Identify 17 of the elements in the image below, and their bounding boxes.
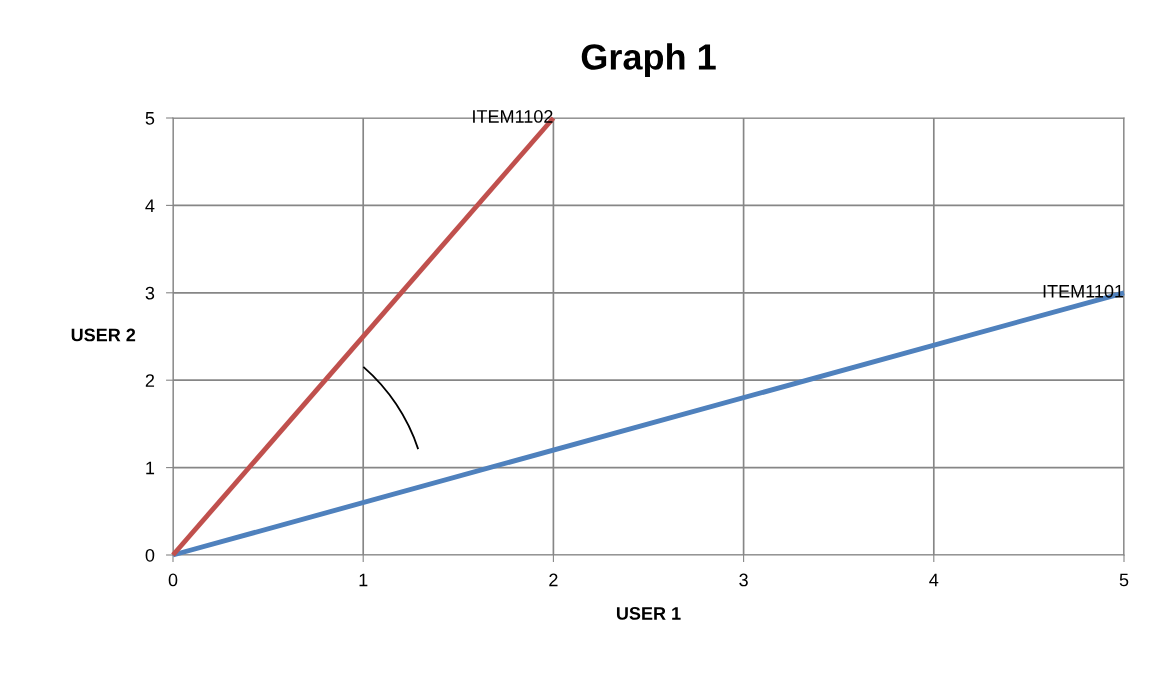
- series-label: ITEM1101: [1043, 284, 1124, 298]
- y-axis-title: USER 2: [71, 328, 136, 342]
- y-tick-label: 1: [146, 461, 155, 475]
- x-tick-label: 5: [1119, 573, 1129, 587]
- y-tick-label: 0: [145, 548, 155, 562]
- chart-title: Graph 1: [581, 43, 716, 77]
- x-tick-label: 0: [168, 573, 178, 587]
- x-tick-label: 1: [359, 573, 368, 587]
- series-label: ITEM1102: [473, 110, 553, 123]
- y-tick-label: 4: [145, 199, 155, 212]
- y-tick-label: 2: [145, 374, 155, 387]
- x-tick-label: 2: [549, 573, 558, 587]
- x-tick-label: 4: [929, 573, 939, 587]
- x-axis-title: USER 1: [616, 607, 681, 620]
- y-tick-label: 3: [145, 286, 155, 300]
- y-tick-label: 5: [145, 112, 155, 125]
- x-tick-label: 3: [739, 573, 748, 587]
